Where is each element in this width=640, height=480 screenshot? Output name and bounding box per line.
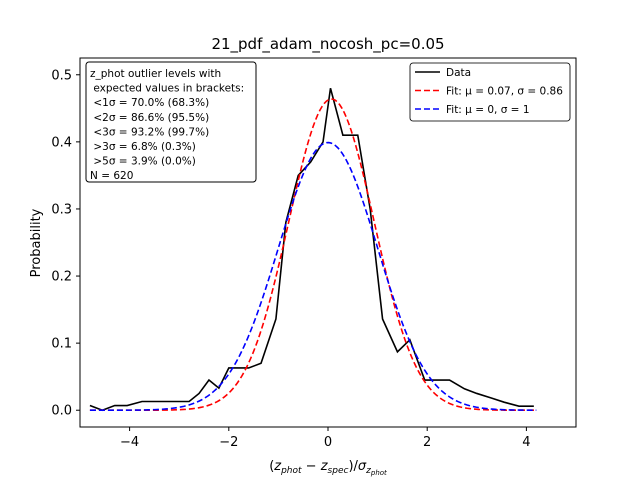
stats-annotation-line: <3σ = 93.2% (99.7%) [90, 126, 209, 138]
legend-border [409, 62, 571, 122]
legend-label: Fit: μ = 0.07, σ = 0.86 [446, 85, 563, 97]
stats-annotation-line: >3σ = 6.8% (0.3%) [90, 141, 196, 153]
stats-annotation-line: <2σ = 86.6% (95.5%) [90, 112, 209, 124]
plot-area [89, 87, 537, 412]
legend-label: Data [446, 67, 471, 79]
x-tick-label: 2 [423, 435, 431, 450]
y-axis-title: Probability [29, 208, 44, 277]
y-tick-label: 0.5 [51, 68, 72, 83]
y-tick-label: 0.1 [51, 337, 72, 352]
y-tick-label: 0.4 [51, 135, 72, 150]
stats-annotation-line: N = 620 [90, 170, 133, 182]
legend: Data Fit: μ = 0.07, σ = 0.86 Fit: μ = 0, σ… [409, 62, 571, 122]
series-line-1 [89, 98, 537, 412]
x-tick-label: −4 [120, 435, 139, 450]
stats-annotation-line: >5σ = 3.9% (0.0%) [90, 156, 196, 168]
y-axis: 0.0 0.1 0.2 0.3 0.4 0.5 [51, 68, 80, 419]
x-axis-title: (zphot − zspec)/σzphot [269, 459, 387, 477]
legend-label: Fit: μ = 0, σ = 1 [446, 104, 530, 116]
y-tick-label: 0.3 [51, 202, 72, 217]
series-line-0 [89, 87, 534, 412]
stats-annotation-box [85, 61, 257, 183]
chart-title: 21_pdf_adam_nocosh_pc=0.05 [211, 35, 444, 54]
stats-annotation-line: <1σ = 70.0% (68.3%) [90, 97, 209, 109]
series-layer [89, 87, 537, 412]
stats-annotation: z_phot outlier levels with expected valu… [85, 61, 257, 183]
stats-annotation-line: z_phot outlier levels with [90, 68, 221, 80]
y-tick-label: 0.2 [51, 270, 72, 285]
series-line-2 [89, 141, 537, 412]
x-tick-label: 4 [522, 435, 530, 450]
x-axis: −4 −2 0 2 4 [120, 427, 531, 450]
stats-annotation-line: expected values in brackets: [90, 83, 244, 95]
x-tick-label: −2 [219, 435, 238, 450]
x-tick-label: 0 [324, 435, 332, 450]
y-tick-label: 0.0 [51, 404, 72, 419]
